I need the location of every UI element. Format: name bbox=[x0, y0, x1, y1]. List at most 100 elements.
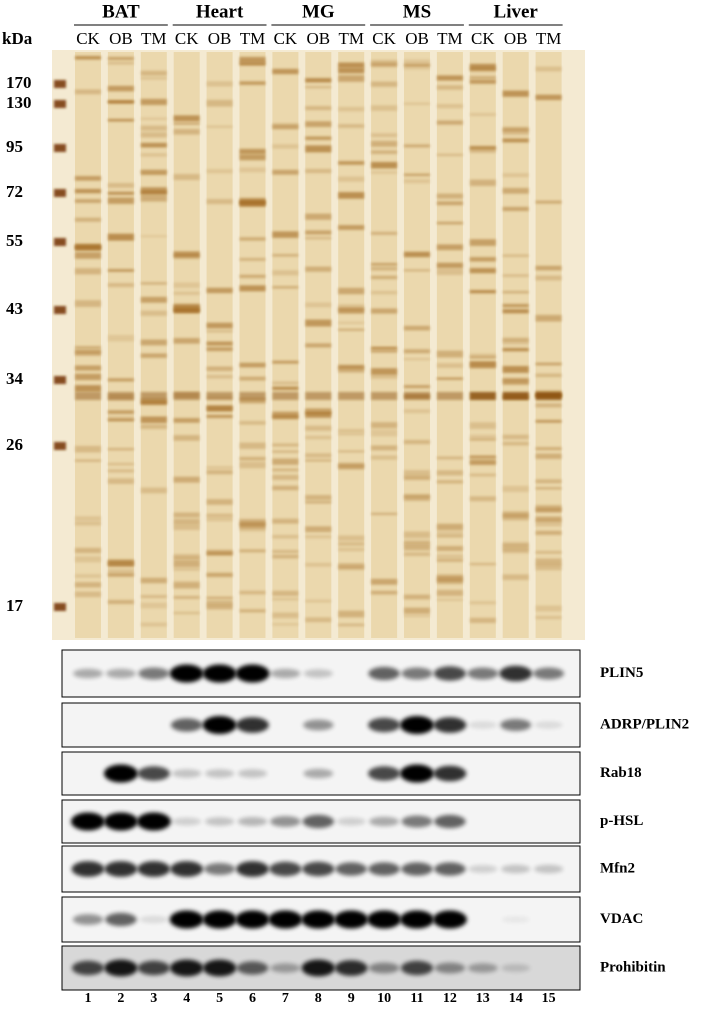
gel-band bbox=[272, 411, 299, 419]
blot-band bbox=[202, 959, 237, 977]
lane-label: TM bbox=[240, 29, 266, 48]
gel-band bbox=[404, 64, 430, 70]
gel-band bbox=[140, 353, 167, 358]
gel-band bbox=[338, 124, 365, 128]
blot-label: PLIN5 bbox=[600, 665, 643, 681]
gel-band bbox=[107, 378, 134, 382]
gel-band bbox=[371, 231, 398, 235]
blot-band bbox=[401, 667, 433, 680]
blot-band bbox=[170, 718, 203, 732]
gel-band bbox=[305, 230, 332, 235]
gel-band bbox=[502, 348, 529, 352]
gel-band bbox=[338, 610, 365, 618]
gel-band bbox=[535, 487, 562, 490]
gel-band bbox=[338, 321, 365, 325]
gel-band bbox=[305, 168, 332, 174]
gel-band bbox=[272, 468, 299, 472]
gel-band bbox=[107, 416, 134, 421]
gel-band bbox=[371, 105, 398, 111]
gel-band bbox=[206, 99, 233, 107]
blot-band bbox=[236, 717, 269, 733]
gel-band bbox=[239, 148, 266, 155]
gel-band bbox=[469, 179, 496, 186]
gel-band bbox=[371, 429, 398, 437]
gel-band bbox=[173, 303, 200, 307]
gel-band bbox=[502, 254, 529, 257]
gel-band bbox=[469, 422, 496, 430]
blot-band bbox=[368, 766, 401, 781]
gel-band bbox=[173, 556, 200, 560]
blot-band bbox=[468, 865, 498, 873]
gel-band bbox=[206, 551, 233, 556]
blot-band bbox=[103, 764, 138, 783]
gel-band bbox=[239, 456, 266, 461]
marker-label: 130 bbox=[6, 93, 32, 112]
gel-band bbox=[535, 453, 562, 459]
blot-band bbox=[336, 817, 366, 826]
lane-label: CK bbox=[471, 29, 495, 48]
blot-band bbox=[499, 665, 533, 682]
blot-band bbox=[400, 910, 434, 929]
ladder-band bbox=[54, 80, 66, 88]
blot-band bbox=[268, 910, 303, 929]
gel-band bbox=[305, 599, 332, 603]
gel-lane bbox=[173, 52, 200, 638]
blot-band bbox=[335, 862, 368, 876]
gel-band bbox=[404, 594, 430, 600]
gel-band bbox=[206, 199, 233, 205]
gel-band bbox=[436, 193, 463, 199]
gel-band bbox=[502, 303, 529, 308]
gel-band bbox=[173, 308, 200, 314]
blot-band bbox=[533, 667, 565, 680]
gel-band bbox=[469, 438, 496, 441]
gel-band bbox=[173, 291, 200, 295]
gel-band bbox=[535, 479, 562, 484]
blot-label: Prohibitin bbox=[600, 959, 666, 975]
gel-band bbox=[75, 556, 101, 563]
gel-band bbox=[404, 440, 430, 445]
gel-band bbox=[305, 494, 332, 501]
gel-band bbox=[535, 550, 562, 554]
gel-band bbox=[107, 478, 134, 484]
gel-band bbox=[107, 334, 134, 342]
blot-band bbox=[205, 817, 235, 826]
gel-band bbox=[239, 422, 266, 425]
gel-band bbox=[469, 239, 496, 246]
gel-band bbox=[140, 132, 167, 138]
blot-band bbox=[236, 961, 269, 975]
gel-band bbox=[338, 287, 365, 295]
gel-band bbox=[173, 524, 200, 530]
gel-band bbox=[173, 611, 200, 615]
gel-band bbox=[272, 598, 299, 601]
gel-band bbox=[272, 590, 299, 596]
gel-band bbox=[107, 392, 134, 400]
blot-band bbox=[401, 862, 433, 876]
blot-band bbox=[170, 959, 204, 977]
gel-band bbox=[239, 392, 266, 400]
gel-band bbox=[469, 392, 496, 400]
gel-band bbox=[436, 350, 463, 358]
blot-band bbox=[202, 664, 237, 683]
gel-band bbox=[502, 337, 529, 342]
blot-band bbox=[236, 861, 269, 877]
blot-band bbox=[237, 817, 268, 826]
gel-band bbox=[75, 445, 101, 453]
gel-band bbox=[173, 476, 200, 483]
gel-band bbox=[404, 531, 430, 539]
gel-band bbox=[206, 366, 233, 372]
gel-band bbox=[239, 609, 266, 613]
lane-number: 7 bbox=[282, 991, 289, 1006]
gel-band bbox=[75, 574, 101, 578]
gel-band bbox=[140, 424, 167, 429]
blot-band bbox=[235, 664, 270, 683]
gel-band bbox=[305, 136, 332, 140]
gel-band bbox=[305, 213, 332, 220]
blot-band bbox=[169, 910, 204, 929]
lane-number: 12 bbox=[443, 991, 457, 1006]
gel-band bbox=[371, 60, 398, 66]
gel-band bbox=[469, 257, 496, 262]
gel-band bbox=[404, 392, 430, 400]
gel-band bbox=[140, 98, 167, 106]
gel-band bbox=[140, 310, 167, 316]
